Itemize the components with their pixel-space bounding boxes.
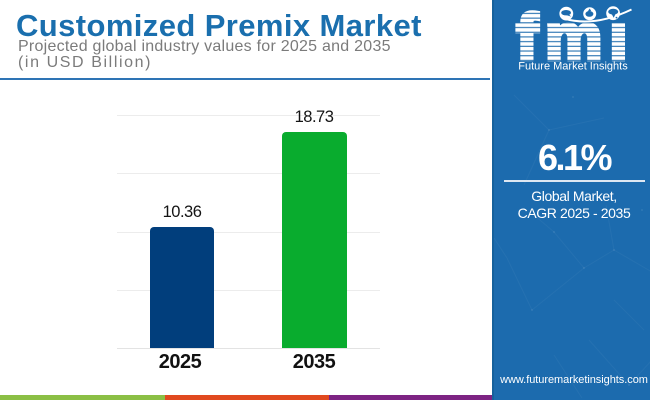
svg-text:Future Market Insights: Future Market Insights [518,61,628,73]
